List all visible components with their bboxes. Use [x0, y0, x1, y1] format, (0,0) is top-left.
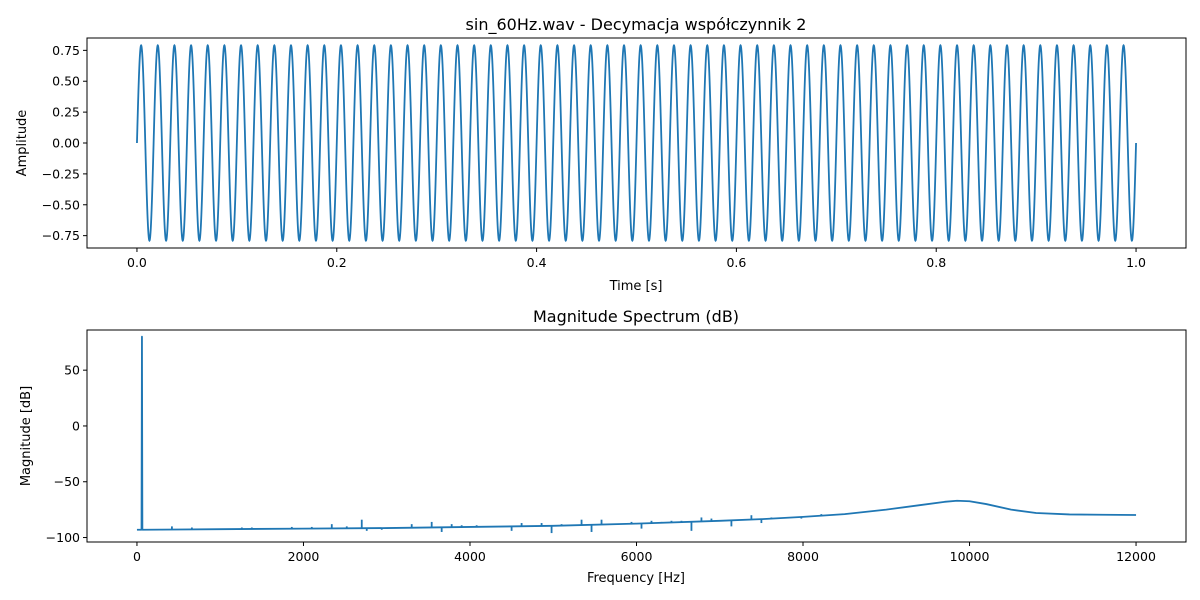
spectrum-x-tick-label: 0	[133, 549, 141, 564]
time-x-tick-label: 0.0	[127, 255, 147, 270]
time-x-tick-label: 1.0	[1126, 255, 1146, 270]
time-y-tick-label: −0.75	[42, 228, 80, 243]
time-y-tick-label: 0.00	[52, 136, 80, 151]
spectrum-plot: Magnitude Spectrum (dB) 0 2000 4000 6000 800…	[19, 307, 1187, 586]
time-y-tick-label: 0.50	[52, 74, 80, 89]
time-x-tick-label: 0.2	[327, 255, 347, 270]
time-x-tick-label: 0.8	[926, 255, 946, 270]
spectrum-y-tick-label: −100	[46, 530, 80, 545]
time-x-tick-label: 0.4	[527, 255, 547, 270]
time-x-axis: 0.0 0.2 0.4 0.6 0.8 1.0	[127, 248, 1146, 270]
time-x-tick-label: 0.6	[726, 255, 746, 270]
time-y-tick-label: 0.75	[52, 43, 80, 58]
time-y-tick-label: 0.25	[52, 105, 80, 120]
spectrum-y-axis: −100 −50 0 50	[46, 363, 87, 545]
time-y-axis: −0.75 −0.50 −0.25 0.00 0.25 0.50 0.75	[42, 43, 87, 243]
spectrum-x-axis-label: Frequency [Hz]	[587, 571, 685, 586]
spectrum-x-tick-label: 10000	[950, 549, 990, 564]
sine-wave-line	[136, 44, 1137, 242]
time-y-tick-label: −0.50	[42, 197, 80, 212]
time-signal-series	[136, 44, 1137, 242]
time-y-tick-label: −0.25	[42, 166, 80, 181]
time-x-axis-label: Time [s]	[609, 279, 663, 294]
spectrum-x-tick-label: 2000	[288, 549, 320, 564]
spectrum-y-tick-label: 0	[72, 418, 80, 433]
spectrum-plot-title: Magnitude Spectrum (dB)	[533, 307, 739, 326]
spectrum-y-tick-label: −50	[54, 474, 80, 489]
spectrum-x-tick-label: 6000	[621, 549, 653, 564]
spectrum-series	[136, 335, 1137, 534]
spectrum-y-tick-label: 50	[64, 363, 80, 378]
time-plot-title: sin_60Hz.wav - Decymacja współczynnik 2	[466, 15, 807, 35]
time-domain-plot: sin_60Hz.wav - Decymacja współczynnik 2 …	[15, 15, 1187, 294]
spectrum-x-axis: 0 2000 4000 6000 8000 10000 12000	[133, 542, 1156, 564]
spectrum-x-tick-label: 12000	[1116, 549, 1156, 564]
spectrum-x-tick-label: 4000	[454, 549, 486, 564]
spectrum-line	[136, 335, 1137, 531]
spectrum-x-tick-label: 8000	[787, 549, 819, 564]
spectrum-y-axis-label: Magnitude [dB]	[19, 386, 34, 486]
time-y-axis-label: Amplitude	[15, 110, 30, 177]
